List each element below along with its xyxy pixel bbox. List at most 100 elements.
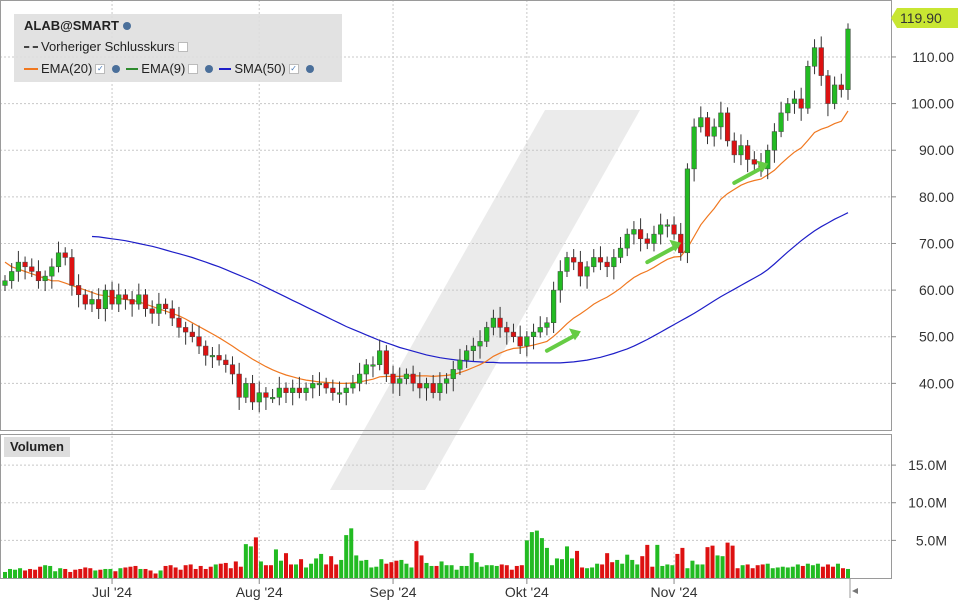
volume-bar [670, 565, 675, 578]
volume-bar [83, 567, 88, 578]
ema9-checkbox[interactable] [188, 63, 199, 74]
candle [249, 374, 256, 410]
volume-tick-label: 10.0M [908, 495, 947, 511]
ema20-swatch [24, 67, 38, 70]
candle [684, 163, 691, 264]
legend-ticker-row: ALAB@SMART [24, 18, 135, 33]
volume-bar [369, 567, 374, 578]
candle-down [323, 383, 329, 389]
candle-up [684, 168, 691, 254]
volume-bar [73, 569, 78, 578]
candle-down [504, 327, 510, 333]
candle-down [236, 373, 242, 398]
ema20-settings-icon[interactable] [112, 64, 121, 73]
volume-bar [374, 566, 379, 578]
candle [183, 321, 189, 345]
candle [477, 330, 483, 359]
volume-tick-label: 15.0M [908, 457, 947, 473]
candle [149, 300, 155, 324]
volume-bar [444, 565, 449, 578]
candle [470, 337, 476, 361]
ema20-label: EMA(20) [41, 61, 93, 76]
volume-bar [223, 562, 228, 578]
candle-down [29, 266, 35, 272]
volume-bar [98, 569, 103, 578]
volume-bar [730, 545, 735, 578]
candle-up [617, 247, 624, 258]
volume-bar [845, 568, 851, 578]
candle [102, 284, 108, 322]
volume-bar [339, 559, 344, 578]
volume-bar [464, 565, 469, 578]
candle [209, 346, 215, 368]
candle-down [390, 373, 396, 384]
sma50-checkbox[interactable]: ✓ [288, 63, 299, 74]
candle [765, 144, 771, 180]
candle [116, 283, 122, 313]
candle-down [410, 373, 416, 384]
candle-up [805, 66, 811, 109]
volume-bar [454, 569, 459, 578]
volume-bar [103, 568, 108, 578]
candle-down [597, 257, 604, 263]
candle [15, 250, 21, 282]
prev-close-checkbox[interactable] [177, 41, 188, 52]
candle [383, 345, 389, 382]
candle-up [698, 117, 704, 128]
candle-up [89, 299, 95, 305]
volume-bar [173, 567, 178, 578]
sma50-settings-icon[interactable] [305, 64, 314, 73]
volume-bar [88, 568, 93, 578]
volume-bar [23, 570, 28, 578]
volume-bar [534, 530, 539, 578]
candle [203, 340, 209, 366]
volume-bar [253, 537, 258, 578]
volume-bar [2, 571, 8, 578]
volume-bar [514, 565, 519, 578]
volume-bar [283, 553, 289, 578]
volume-bar [690, 560, 695, 578]
candle [55, 241, 62, 273]
candle-up [290, 387, 296, 393]
candle-up [15, 261, 21, 272]
volume-bar [580, 567, 585, 578]
volume-bar [133, 565, 138, 578]
ema9-settings-icon[interactable] [205, 64, 214, 73]
volume-bar [575, 550, 580, 578]
volume-bar [544, 547, 549, 578]
candle [290, 379, 296, 406]
volume-bar [354, 555, 359, 578]
volume-bar [755, 565, 760, 578]
candle [49, 258, 55, 289]
candle-up [658, 224, 664, 235]
candle [443, 373, 450, 394]
candle [42, 270, 48, 292]
candle-up [664, 224, 670, 227]
volume-bar [750, 568, 755, 578]
candle-up [624, 233, 630, 249]
candle [76, 274, 82, 308]
volume-bar [123, 567, 128, 578]
candle-up [778, 112, 784, 132]
globe-icon[interactable] [123, 21, 131, 30]
candle-down [176, 317, 182, 328]
candle [584, 261, 590, 289]
scroll-handle[interactable] [849, 578, 858, 598]
volume-bar [640, 556, 645, 578]
ema20-checkbox[interactable]: ✓ [95, 63, 106, 74]
candle [751, 151, 757, 170]
candle [811, 39, 818, 75]
volume-bar [655, 544, 660, 578]
candle [597, 246, 604, 271]
candle-up [357, 373, 363, 384]
candle [176, 306, 182, 338]
candle [571, 249, 577, 271]
candle-up [209, 355, 215, 358]
candle [276, 376, 282, 406]
candle [798, 87, 804, 121]
candle [9, 263, 15, 289]
candle [22, 256, 28, 280]
volume-bar [218, 563, 223, 578]
candle [805, 60, 811, 114]
candle [731, 132, 737, 163]
